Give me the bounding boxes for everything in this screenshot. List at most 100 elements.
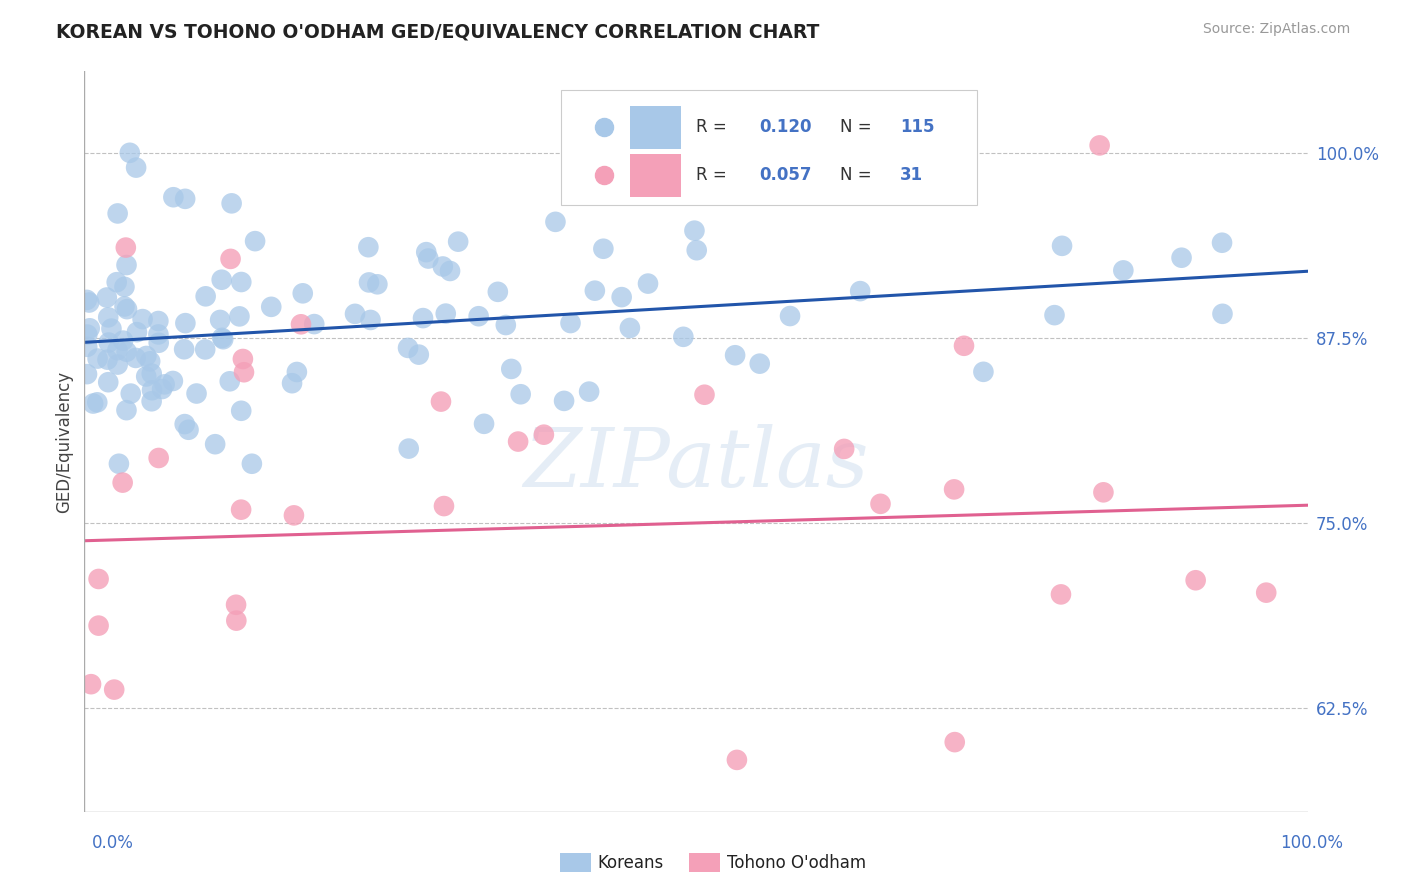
Point <box>97 375 120 389</box>
Point <box>285 365 308 379</box>
Point <box>86 395 108 409</box>
FancyBboxPatch shape <box>630 153 682 197</box>
Point <box>87 572 110 586</box>
Point <box>107 343 129 358</box>
Point <box>80 677 103 691</box>
Point <box>1050 587 1073 601</box>
Point <box>186 386 208 401</box>
Point <box>415 245 437 260</box>
Point <box>194 343 217 357</box>
Point <box>97 310 120 325</box>
Point <box>162 374 184 388</box>
Point <box>291 286 314 301</box>
Point <box>724 348 747 362</box>
Point <box>1043 308 1066 322</box>
Point <box>115 302 138 317</box>
Point <box>357 240 380 254</box>
Point <box>219 252 242 266</box>
Text: Koreans: Koreans <box>598 854 664 871</box>
Text: Source: ZipAtlas.com: Source: ZipAtlas.com <box>1202 22 1350 37</box>
Point <box>231 404 253 418</box>
Point <box>578 384 600 399</box>
Point <box>509 387 531 401</box>
Point <box>97 335 120 350</box>
Point <box>86 351 108 366</box>
Point <box>120 386 142 401</box>
Text: 0.0%: 0.0% <box>91 834 134 852</box>
Point <box>118 145 141 160</box>
Point <box>173 417 195 431</box>
Point <box>430 394 453 409</box>
Point <box>141 383 163 397</box>
Point <box>433 499 456 513</box>
Point <box>408 348 430 362</box>
Point <box>1092 485 1115 500</box>
Point <box>148 450 170 465</box>
Point <box>114 280 136 294</box>
Point <box>637 277 659 291</box>
Point <box>225 598 247 612</box>
Text: 31: 31 <box>900 166 924 185</box>
Point <box>76 293 98 307</box>
Point <box>544 215 567 229</box>
Point <box>148 335 170 350</box>
Point <box>683 224 706 238</box>
Point <box>131 312 153 326</box>
Point <box>76 327 98 342</box>
Point <box>112 334 135 348</box>
Point <box>174 316 197 330</box>
Point <box>366 277 388 292</box>
FancyBboxPatch shape <box>561 90 977 204</box>
Point <box>211 273 233 287</box>
Point <box>225 614 247 628</box>
Point <box>533 427 555 442</box>
Point <box>114 300 136 314</box>
Point <box>125 325 148 339</box>
Point <box>672 330 695 344</box>
Text: 0.120: 0.120 <box>759 119 813 136</box>
Text: 115: 115 <box>900 119 935 136</box>
Point <box>231 275 253 289</box>
Point <box>243 234 266 248</box>
Point <box>141 367 163 381</box>
Point <box>360 313 382 327</box>
Point <box>725 753 748 767</box>
Point <box>228 310 250 324</box>
Point <box>748 357 770 371</box>
Point <box>1112 263 1135 277</box>
Point <box>107 358 129 372</box>
Point <box>221 196 243 211</box>
Point <box>472 417 495 431</box>
Point <box>107 206 129 220</box>
Point <box>108 457 131 471</box>
Point <box>153 377 176 392</box>
Point <box>1256 585 1278 599</box>
Point <box>212 332 235 346</box>
Point <box>194 289 217 303</box>
Point <box>141 394 163 409</box>
Point <box>506 434 529 449</box>
Point <box>173 343 195 357</box>
Point <box>76 340 98 354</box>
Point <box>114 241 136 255</box>
Text: KOREAN VS TOHONO O'ODHAM GED/EQUIVALENCY CORRELATION CHART: KOREAN VS TOHONO O'ODHAM GED/EQUIVALENCY… <box>56 22 820 41</box>
Point <box>162 190 184 204</box>
Point <box>87 618 110 632</box>
Point <box>211 331 233 345</box>
Point <box>495 318 517 332</box>
Text: N =: N = <box>841 166 872 185</box>
Point <box>115 258 138 272</box>
Point <box>686 244 709 258</box>
Point <box>953 339 976 353</box>
Y-axis label: GED/Equivalency: GED/Equivalency <box>55 370 73 513</box>
Text: R =: R = <box>696 119 727 136</box>
Point <box>610 290 633 304</box>
Point <box>1211 235 1233 250</box>
Point <box>96 352 118 367</box>
Point <box>240 457 263 471</box>
Point <box>396 341 419 355</box>
Text: 100.0%: 100.0% <box>1279 834 1343 852</box>
Point <box>115 344 138 359</box>
Point <box>619 321 641 335</box>
Point <box>583 284 606 298</box>
